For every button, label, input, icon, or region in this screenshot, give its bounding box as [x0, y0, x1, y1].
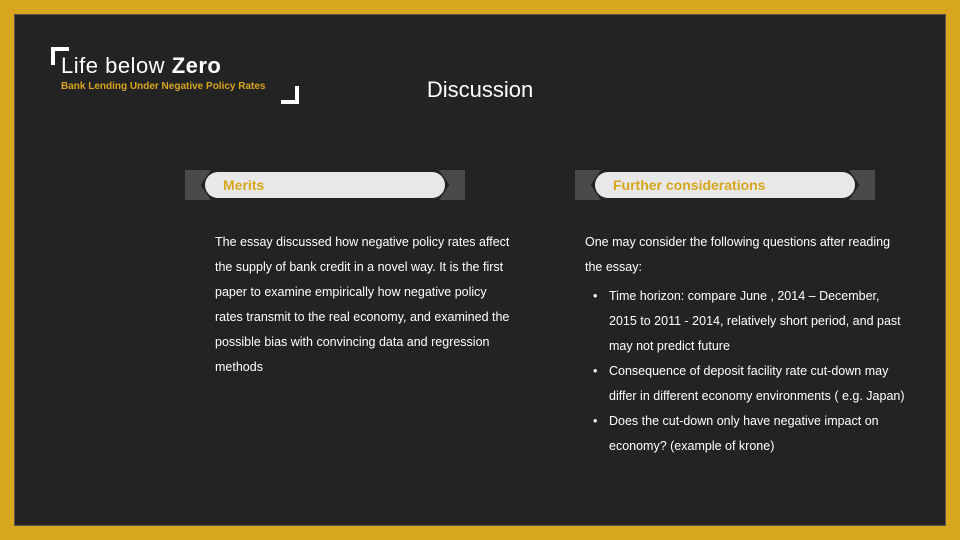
further-body: One may consider the following questions… [575, 230, 905, 459]
heading-label-merits: Merits [205, 172, 445, 198]
logo-title-prefix: Life below [61, 53, 172, 78]
heading-label-further: Further considerations [595, 172, 855, 198]
list-item: Consequence of deposit facility rate cut… [585, 359, 905, 409]
slide: Life below Zero Bank Lending Under Negat… [14, 14, 946, 526]
list-item: Time horizon: compare June , 2014 – Dece… [585, 284, 905, 359]
merits-body: The essay discussed how negative policy … [185, 230, 515, 380]
list-item: Does the cut-down only have negative imp… [585, 409, 905, 459]
logo-title-bold: Zero [172, 53, 222, 78]
logo-title: Life below Zero [57, 53, 287, 79]
heading-text: Further considerations [613, 177, 765, 193]
column-further: Further considerations One may consider … [575, 170, 905, 459]
column-merits: Merits The essay discussed how negative … [185, 170, 515, 380]
further-intro: One may consider the following questions… [585, 230, 905, 280]
slide-title: Discussion [15, 77, 945, 103]
heading-pill-merits: Merits [185, 170, 465, 200]
further-list: Time horizon: compare June , 2014 – Dece… [585, 284, 905, 459]
heading-text: Merits [223, 177, 264, 193]
heading-pill-further: Further considerations [575, 170, 875, 200]
logo-corner-top-left [51, 47, 69, 65]
